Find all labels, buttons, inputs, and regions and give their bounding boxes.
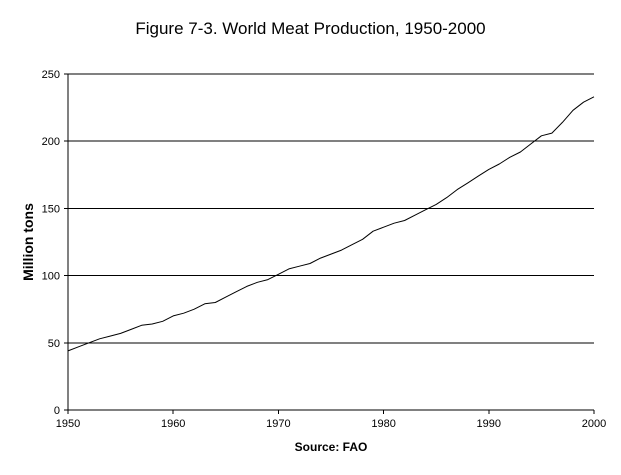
x-tick-label: 2000 xyxy=(582,418,606,430)
y-tick-label: 50 xyxy=(48,338,60,350)
chart-title: Figure 7-3. World Meat Production, 1950-… xyxy=(135,19,486,38)
source-note: Source: FAO xyxy=(294,440,368,454)
series-group xyxy=(67,96,595,352)
x-tick-label: 1990 xyxy=(477,418,501,430)
y-tick-label: 250 xyxy=(42,69,60,81)
tick-labels: 0 50 100 150 200 250 1950 1960 1970 1980 1990 2000 xyxy=(42,69,607,430)
x-tick-label: 1980 xyxy=(371,418,395,430)
y-tick-label: 200 xyxy=(42,136,60,148)
y-tick-label: 0 xyxy=(54,405,60,417)
y-tick-label: 150 xyxy=(42,203,60,215)
x-tick-label: 1950 xyxy=(56,418,80,430)
y-tick-label: 100 xyxy=(42,271,60,283)
series-line xyxy=(67,96,595,352)
x-tick-label: 1970 xyxy=(266,418,290,430)
x-tick-label: 1960 xyxy=(161,418,185,430)
axes xyxy=(64,73,595,414)
gridlines xyxy=(68,73,594,344)
